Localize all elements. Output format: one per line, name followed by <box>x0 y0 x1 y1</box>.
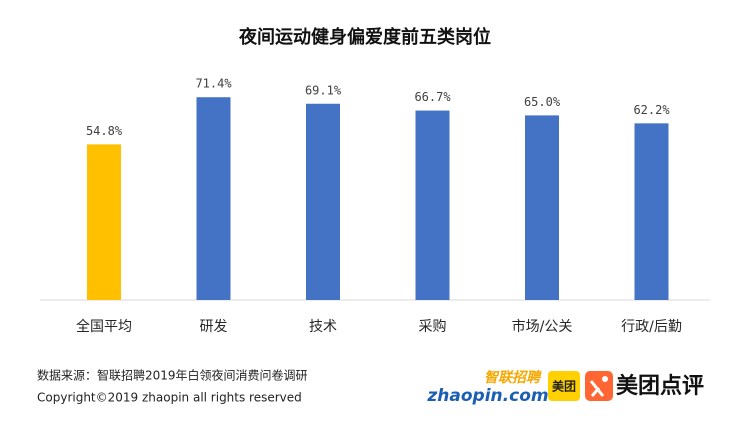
x-tick-label: 研发 <box>200 319 228 335</box>
value-label: 69.1% <box>305 83 342 97</box>
value-label: 54.8% <box>86 124 123 138</box>
x-tick-label: 市场/公关 <box>512 318 573 335</box>
bar <box>87 144 121 300</box>
bar <box>306 103 340 300</box>
logo-dianping-icon <box>585 371 613 401</box>
x-tick-label: 技术 <box>309 319 337 335</box>
bar <box>525 115 559 301</box>
logo-zhaopin-cn: 智联招聘 <box>484 369 542 386</box>
logo-dianping-dot <box>602 376 608 382</box>
logo-meituan: 美团 <box>552 379 576 394</box>
logo-zhaopin-en: zhaopin.com <box>426 386 548 406</box>
value-label: 62.2% <box>633 103 670 117</box>
logo-dianping: 美团点评 <box>616 373 704 399</box>
bar <box>634 123 669 301</box>
logo-dianping-mark <box>589 380 605 397</box>
value-label: 66.7% <box>414 90 451 104</box>
value-label: 65.0% <box>524 95 561 109</box>
copyright: Copyright©2019 zhaopin all rights reserv… <box>37 391 302 405</box>
source: 数据来源：智联招聘2019年白领夜间消费问卷调研 <box>37 368 308 383</box>
x-tick-label: 全国平均 <box>76 318 132 335</box>
logo-meituan-box <box>548 371 580 401</box>
bar <box>415 110 450 301</box>
value-label: 71.4% <box>195 77 232 91</box>
x-tick-label: 行政/后勤 <box>621 319 682 335</box>
x-tick-label: 采购 <box>419 319 447 335</box>
chart-title: 夜间运动健身偏爱度前五类岗位 <box>238 26 491 48</box>
bar <box>196 97 231 300</box>
